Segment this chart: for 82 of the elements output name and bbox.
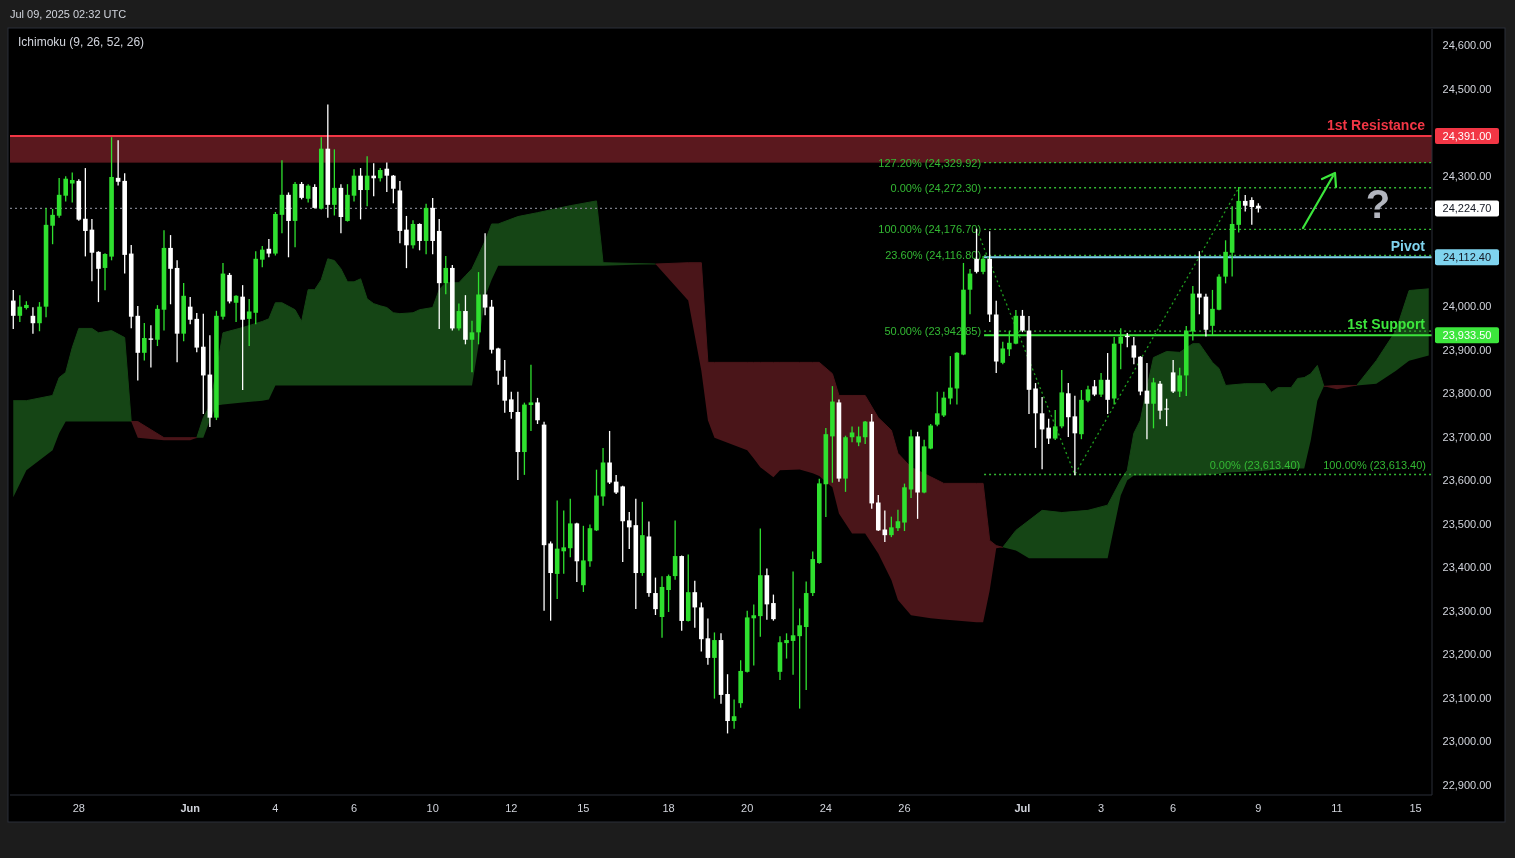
candlestick (653, 577, 658, 616)
candlestick (849, 426, 855, 443)
candlestick (607, 430, 612, 485)
x-tick-label: 12 (505, 802, 518, 814)
y-tick-label: 24,600.00 (1442, 39, 1492, 52)
x-tick-label: 11 (1331, 802, 1343, 814)
candlestick (666, 574, 671, 612)
candlestick (83, 168, 88, 257)
y-tick-label: 22,900.00 (1442, 778, 1492, 791)
y-tick-label: 24,500.00 (1442, 82, 1492, 95)
text: 24,391.00 (1442, 130, 1492, 143)
ref-line-label: 1st Support (1347, 316, 1426, 333)
x-tick-label: 18 (662, 802, 675, 814)
candlestick (692, 580, 698, 628)
x-tick-label: 6 (1170, 802, 1177, 814)
candlestick (384, 162, 390, 192)
ref-line-label: 127.20% (24,329.92) (878, 156, 982, 169)
candlestick (1020, 309, 1025, 333)
y-tick-label: 23,500.00 (1442, 517, 1492, 530)
candlestick (712, 632, 717, 699)
x-tick-label: 4 (272, 802, 279, 814)
candlestick (790, 571, 796, 675)
candlestick (731, 699, 737, 729)
ref-line-label: 0.00% (23,613.40) (1209, 459, 1301, 472)
y-tick-label: 23,400.00 (1442, 561, 1492, 574)
candlestick (561, 510, 567, 574)
x-tick-label: 9 (1255, 802, 1262, 814)
candlestick (934, 391, 940, 427)
candlestick (148, 325, 154, 368)
chart-subtitle: Jul 09, 2025 02:32 UTC (10, 8, 127, 20)
text: 23,933.50 (1442, 329, 1492, 342)
x-tick-label: 3 (1098, 802, 1105, 814)
y-tick-label: 23,100.00 (1442, 691, 1492, 704)
candlestick (391, 175, 396, 204)
x-tick-label: 26 (898, 802, 911, 814)
candlestick (69, 172, 75, 203)
candlestick (142, 323, 147, 361)
candlestick (889, 516, 894, 538)
y-tick-label: 23,300.00 (1442, 604, 1492, 617)
candlestick (1236, 187, 1241, 233)
annotation: ? (1365, 182, 1391, 226)
y-tick-label: 24,300.00 (1442, 169, 1492, 182)
candlestick (1210, 289, 1215, 336)
y-tick-label: 23,900.00 (1442, 343, 1492, 356)
x-tick-label: Jul (1014, 802, 1031, 814)
candlestick (96, 251, 101, 303)
x-tick-label: 15 (577, 802, 590, 814)
text: Ichimoku (9, 26, 52, 26) (18, 35, 145, 49)
candlestick (37, 302, 42, 332)
y-tick-label: 23,200.00 (1442, 648, 1492, 661)
x-tick-label: 15 (1409, 802, 1422, 814)
x-tick-label: 20 (741, 802, 754, 814)
x-tick-label: 10 (426, 802, 439, 814)
annotation: 100.00% (23,613.40) (1323, 459, 1426, 472)
x-tick-label: 6 (350, 802, 358, 814)
ref-line-label: 0.00% (24,272.30) (890, 181, 982, 194)
candlestick (332, 149, 337, 216)
candlestick (626, 511, 632, 549)
candlestick (928, 423, 933, 450)
candlestick (50, 208, 55, 245)
x-tick-label: Jun (180, 802, 201, 814)
text: 24,112.40 (1442, 251, 1492, 264)
y-tick-label: 23,000.00 (1442, 735, 1492, 748)
y-tick-label: 23,600.00 (1442, 474, 1492, 487)
candlestick (63, 176, 68, 202)
candlestick (797, 608, 802, 709)
candlestick (771, 594, 776, 621)
y-tick-label: 23,700.00 (1442, 430, 1492, 443)
candlestick (856, 426, 861, 447)
y-tick-label: 24,000.00 (1442, 300, 1492, 313)
ref-line-label: Pivot (1390, 238, 1426, 255)
candlestick (784, 633, 789, 659)
y-tick-label: 23,800.00 (1442, 387, 1492, 400)
ref-line-label: 100.00% (24,176.70) (878, 223, 982, 236)
candlestick (168, 235, 173, 305)
ref-line-label: 1st Resistance (1326, 117, 1426, 134)
candlestick (1197, 251, 1202, 315)
x-tick-label: 28 (72, 802, 85, 814)
candlestick (948, 356, 953, 405)
text: 24,224.70 (1442, 202, 1492, 215)
x-tick-label: 24 (819, 802, 832, 814)
candlestick (10, 289, 16, 330)
